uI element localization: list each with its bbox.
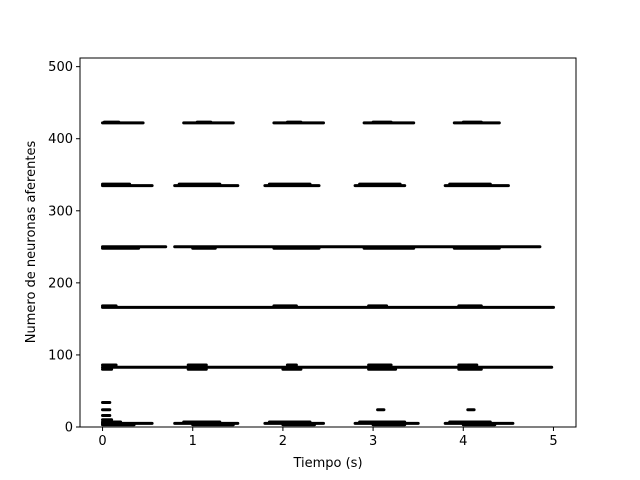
plot-frame xyxy=(79,57,577,428)
y-tick-label: 100 xyxy=(48,348,73,363)
y-tick-label: 300 xyxy=(48,204,73,219)
spike-marks xyxy=(101,120,555,427)
x-tick-label: 1 xyxy=(189,434,197,449)
y-axis-ticks: 0 100 200 300 400 500 xyxy=(48,60,80,436)
x-tick-label: 4 xyxy=(459,434,467,449)
x-tick-label: 3 xyxy=(369,434,377,449)
x-axis-ticks: 0 1 2 3 4 5 xyxy=(98,427,558,449)
x-tick-label: 5 xyxy=(549,434,557,449)
x-axis-label: Tiempo (s) xyxy=(292,456,362,471)
x-tick-label: 0 xyxy=(98,434,106,449)
y-tick-label: 500 xyxy=(48,60,73,75)
y-tick-label: 200 xyxy=(48,276,73,291)
y-tick-label: 400 xyxy=(48,132,73,147)
x-tick-label: 2 xyxy=(279,434,287,449)
y-axis-label: Numero de neuronas aferentes xyxy=(24,141,39,344)
y-tick-label: 0 xyxy=(65,421,73,436)
